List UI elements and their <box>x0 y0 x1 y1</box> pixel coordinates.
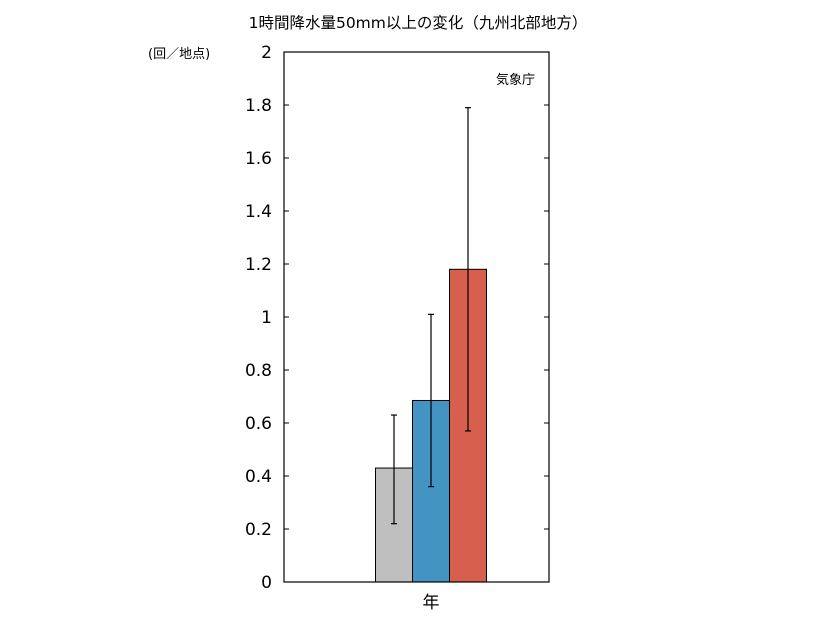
x-axis-label: 年 <box>423 593 440 613</box>
y-tick-label: 1.4 <box>245 202 272 222</box>
y-tick-label: 1.8 <box>245 96 272 116</box>
y-tick-label: 1.2 <box>245 255 272 275</box>
y-tick-label: 0.2 <box>245 520 272 540</box>
chart-title: 1時間降水量50mm以上の変化（九州北部地方） <box>249 14 588 32</box>
plot-frame <box>283 51 550 583</box>
error-bars <box>391 107 471 525</box>
y-tick-label: 0.8 <box>245 361 272 381</box>
source-note: 気象庁 <box>496 72 535 88</box>
y-tick-label: 1.6 <box>245 149 272 169</box>
y-tick-label: 0 <box>261 573 272 593</box>
y-axis-label: (回／地点) <box>148 47 210 62</box>
y-tick-label: 0.6 <box>245 414 272 434</box>
y-tick-label: 2 <box>261 43 272 63</box>
y-tick-label: 0.4 <box>245 467 272 487</box>
y-axis-ticks: 0 0.2 0.4 0.6 0.8 1 1.2 1.4 1.6 1.8 2 <box>245 43 549 593</box>
y-tick-label: 1 <box>261 308 272 328</box>
